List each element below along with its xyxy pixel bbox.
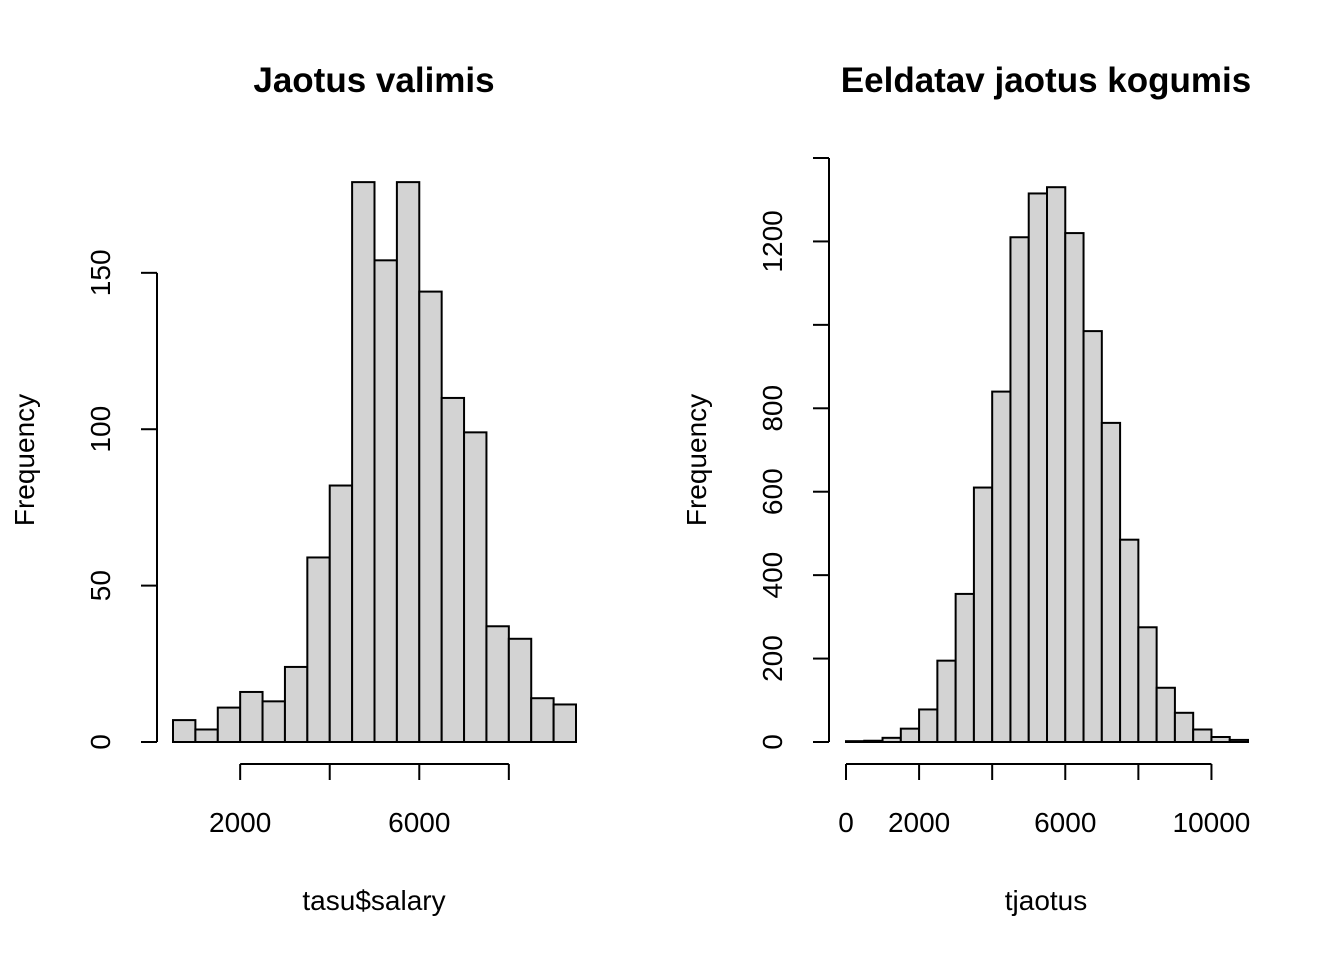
histogram-bar xyxy=(351,181,376,743)
x-tick-label: 6000 xyxy=(1034,807,1096,838)
y-tick-label: 800 xyxy=(757,385,788,432)
histogram-bar xyxy=(881,736,902,743)
histogram-bar xyxy=(1228,738,1250,744)
y-tick-label: 0 xyxy=(85,734,116,750)
histogram-bar xyxy=(194,728,219,744)
histogram-bar xyxy=(1192,728,1213,744)
histogram-bar xyxy=(918,708,939,743)
histogram-bar xyxy=(306,556,331,744)
bar-group xyxy=(172,181,577,744)
y-tick-label: 400 xyxy=(757,552,788,599)
histogram-bar xyxy=(1046,186,1067,743)
histogram-bar xyxy=(1009,236,1030,743)
histogram-bar xyxy=(283,665,309,744)
y-tick-label: 100 xyxy=(85,406,116,453)
histogram-bar xyxy=(261,700,286,743)
y-tick-label: 200 xyxy=(757,635,788,682)
y-axis: 0 50 100 150 xyxy=(85,249,158,750)
x-axis-label: tasu$salary xyxy=(302,885,445,916)
bar-group xyxy=(845,186,1250,744)
x-axis: 2000 6000 xyxy=(209,763,510,838)
y-tick-label: 50 xyxy=(85,570,116,601)
x-tick-label: 2000 xyxy=(209,807,271,838)
histogram-bar xyxy=(216,706,242,743)
y-tick-label: 0 xyxy=(757,734,788,750)
histogram-bar xyxy=(1119,538,1140,744)
x-tick-label: 6000 xyxy=(388,807,450,838)
x-tick-label: 2000 xyxy=(888,807,950,838)
x-tick-label: 10000 xyxy=(1173,807,1251,838)
x-tick-label: 0 xyxy=(838,807,854,838)
histogram-bar xyxy=(418,290,443,743)
histogram-bar xyxy=(1137,626,1158,743)
histogram-bar xyxy=(1100,421,1122,743)
histogram-bar xyxy=(899,727,921,743)
x-axis: 0 2000 6000 10000 xyxy=(838,763,1251,838)
histogram-bar xyxy=(485,625,510,743)
histogram-panel-population: Eeldatav jaotus kogumis tjaotus Frequenc… xyxy=(681,61,1251,916)
histogram-bar xyxy=(239,690,264,744)
histogram-panel-sample: Jaotus valimis tasu$salary Frequency 200… xyxy=(9,61,577,916)
histogram-bar xyxy=(507,637,533,743)
histogram-bar xyxy=(1173,711,1195,743)
histogram-bar xyxy=(373,259,398,743)
histogram-bar xyxy=(845,740,866,743)
histogram-bar xyxy=(552,703,577,744)
y-axis-label: Frequency xyxy=(9,394,40,526)
y-axis: 0 200 400 600 800 1200 xyxy=(757,157,830,750)
histogram-bar xyxy=(954,592,975,744)
histogram-bar xyxy=(1210,735,1231,743)
x-axis-label: tjaotus xyxy=(1005,885,1088,916)
histogram-bar xyxy=(172,719,197,743)
histogram-bar xyxy=(863,739,884,744)
histogram-bar xyxy=(328,484,354,743)
histogram-bar xyxy=(1064,232,1085,743)
histogram-bar xyxy=(440,396,466,743)
histogram-bar xyxy=(1082,330,1103,743)
y-tick-label: 600 xyxy=(757,468,788,515)
histogram-bar xyxy=(1027,192,1049,743)
histogram-bar xyxy=(936,659,957,744)
histogram-bar xyxy=(463,431,488,743)
chart-title: Eeldatav jaotus kogumis xyxy=(841,61,1251,100)
histogram-bar xyxy=(991,390,1012,743)
histogram-bar xyxy=(530,697,555,744)
y-tick-label: 150 xyxy=(85,249,116,296)
y-tick-label: 1200 xyxy=(757,210,788,272)
histogram-bar xyxy=(1155,686,1176,743)
y-axis-label: Frequency xyxy=(681,394,712,526)
chart-title: Jaotus valimis xyxy=(253,61,494,100)
histogram-bar xyxy=(972,486,994,743)
histogram-bar xyxy=(395,181,421,743)
